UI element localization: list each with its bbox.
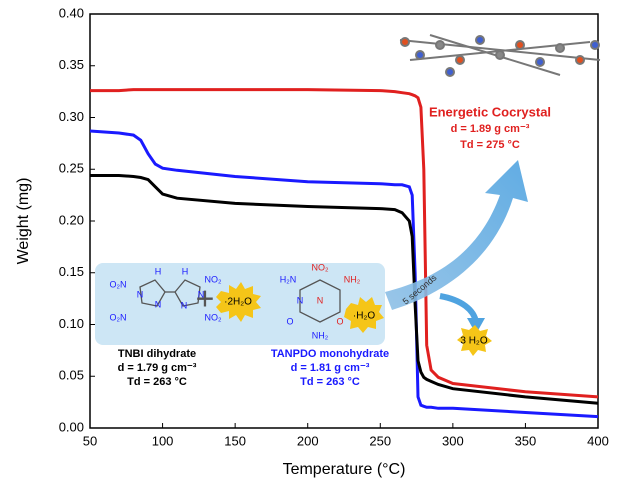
series-line <box>90 88 599 399</box>
structure-label: NH₂ <box>344 274 361 284</box>
annotation: Td = 263 °C <box>300 376 360 388</box>
series-line <box>90 174 599 405</box>
x-tick-label: 400 <box>587 433 609 448</box>
annotation: Td = 263 °C <box>127 376 187 388</box>
structure-label: O₂N <box>110 312 127 322</box>
structure-label: NO₂ <box>205 312 223 322</box>
annotation: ·H₂O <box>353 311 375 322</box>
big-arrow <box>385 160 528 310</box>
structure-label: O <box>286 316 293 326</box>
x-tick-label: 150 <box>224 433 246 448</box>
x-tick-label: 350 <box>515 433 537 448</box>
annotation: Energetic Cocrystal <box>429 104 551 119</box>
annotation: TNBI dihydrate <box>118 348 196 360</box>
structure-label: NH₂ <box>312 330 329 340</box>
annotation: d = 1.79 g cm⁻³ <box>118 362 197 374</box>
y-axis-label: Weight (mg) <box>15 178 32 265</box>
y-tick-label: 0.30 <box>59 109 84 124</box>
x-tick-label: 200 <box>297 433 319 448</box>
y-tick-label: 0.25 <box>59 161 84 176</box>
y-tick-label: 0.00 <box>59 419 84 434</box>
annotation: d = 1.89 g cm⁻³ <box>451 123 530 135</box>
annotation: Td = 275 °C <box>460 139 520 151</box>
water-burst <box>216 282 261 322</box>
series-line <box>89 129 599 419</box>
y-tick-label: 0.05 <box>59 368 84 383</box>
water-burst <box>457 325 492 356</box>
structure-label: H₂N <box>280 274 297 284</box>
structure-label: N <box>155 299 162 309</box>
y-tick-label: 0.35 <box>59 57 84 72</box>
structure-label: H <box>155 266 162 276</box>
x-tick-label: 100 <box>152 433 174 448</box>
water-burst <box>344 297 384 333</box>
molecule-drawing <box>139 279 341 323</box>
y-tick-label: 0.20 <box>59 212 84 227</box>
annotation: d = 1.81 g cm⁻³ <box>291 362 370 374</box>
cocrystal-structure <box>399 34 601 77</box>
x-tick-label: 300 <box>442 433 464 448</box>
x-tick-label: 50 <box>83 433 97 448</box>
y-tick-label: 0.40 <box>59 5 84 20</box>
structure-label: NO₂ <box>312 262 330 272</box>
structure-label: N <box>317 295 324 305</box>
structure-label: N <box>137 289 144 299</box>
y-tick-label: 0.15 <box>59 264 84 279</box>
structure-label: H <box>182 266 189 276</box>
structure-label: O₂N <box>110 279 127 289</box>
structure-label: N <box>297 295 304 305</box>
small-arrow-head <box>467 318 485 334</box>
annotation: ·2H₂O <box>224 297 252 308</box>
plus-sign: + <box>196 280 215 316</box>
x-tick-label: 250 <box>369 433 391 448</box>
structure-label: N <box>181 300 188 310</box>
structure-label: NO₂ <box>205 274 223 284</box>
annotation: TANPDO monohydrate <box>271 348 389 360</box>
structure-label: N <box>198 289 205 299</box>
y-tick-label: 0.10 <box>59 316 84 331</box>
annotation: 3 H₂O <box>460 336 487 347</box>
x-axis-label: Temperature (°C) <box>283 461 406 478</box>
structure-label: O <box>336 316 343 326</box>
